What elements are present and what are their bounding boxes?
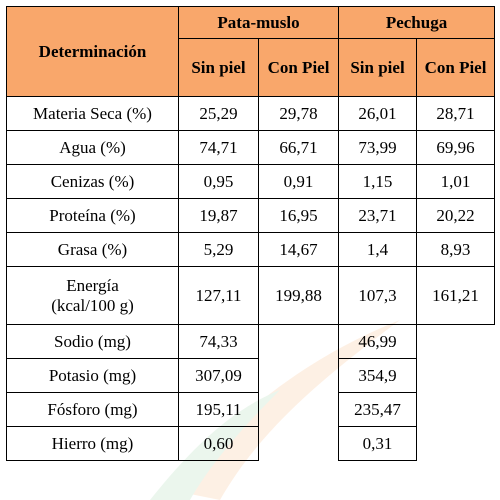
- row-label: Grasa (%): [6, 232, 179, 267]
- table-cell: 195,11: [178, 392, 259, 427]
- subheader-sin-piel-1: Sin piel: [178, 38, 259, 97]
- table-cell: 66,71: [257, 130, 340, 165]
- table-cell: 1,15: [338, 164, 418, 199]
- table-row: Sodio (mg) 74,33 46,99: [6, 324, 495, 359]
- table-row: Cenizas (%) 0,95 0,91 1,15 1,01: [6, 164, 496, 199]
- row-label: Sodio (mg): [6, 324, 179, 359]
- row-label: Cenizas (%): [6, 164, 179, 199]
- table-row: Materia Seca (%) 25,29 29,78 26,01 28,71: [6, 96, 496, 131]
- table-row: Potasio (mg) 307,09 354,9: [6, 358, 495, 393]
- table-cell: 0,31: [338, 426, 418, 461]
- table-cell: 29,78: [257, 96, 340, 131]
- row-label: Agua (%): [6, 130, 179, 165]
- table-cell: 354,9: [338, 358, 418, 393]
- nutrition-table: Determinación Pata-muslo Pechuga Sin pie…: [6, 6, 496, 461]
- empty-cell: [417, 325, 495, 359]
- row-label: Proteína (%): [6, 198, 179, 233]
- table-cell: 235,47: [338, 392, 418, 427]
- header-determinacion: Determinación: [6, 6, 179, 97]
- table-cell: 0,95: [178, 164, 259, 199]
- empty-cell: [259, 359, 339, 393]
- row-label: Hierro (mg): [6, 426, 179, 461]
- subheader-sin-piel-2: Sin piel: [338, 38, 418, 97]
- empty-cell: [417, 427, 495, 461]
- empty-cell: [259, 427, 339, 461]
- table-cell: 23,71: [338, 198, 418, 233]
- table-cell: 161,21: [416, 266, 496, 325]
- table-row: Agua (%) 74,71 66,71 73,99 69,96: [6, 130, 496, 165]
- subheader-con-piel-2: Con Piel: [416, 38, 496, 97]
- table-row: Hierro (mg) 0,60 0,31: [6, 426, 495, 461]
- table-cell: 25,29: [178, 96, 259, 131]
- table-cell: 199,88: [257, 266, 340, 325]
- row-label-line1: Energía: [66, 275, 119, 295]
- subheader-con-piel-1: Con Piel: [257, 38, 340, 97]
- row-label: Materia Seca (%): [6, 96, 179, 131]
- empty-cell: [259, 325, 339, 359]
- row-label-energia: Energía (kcal/100 g): [6, 266, 179, 325]
- table-cell: 127,11: [178, 266, 259, 325]
- table-cell: 46,99: [338, 324, 418, 359]
- table-cell: 0,60: [178, 426, 259, 461]
- table-row: Proteína (%) 19,87 16,95 23,71 20,22: [6, 198, 496, 233]
- table-cell: 1,01: [416, 164, 496, 199]
- row-label-line2: (kcal/100 g): [51, 295, 134, 315]
- empty-cell: [417, 393, 495, 427]
- row-label: Fósforo (mg): [6, 392, 179, 427]
- table-cell: 307,09: [178, 358, 259, 393]
- table-cell: 20,22: [416, 198, 496, 233]
- table-cell: 16,95: [257, 198, 340, 233]
- table-cell: 1,4: [338, 232, 418, 267]
- table-cell: 5,29: [178, 232, 259, 267]
- table-row: Fósforo (mg) 195,11 235,47: [6, 392, 495, 427]
- table-cell: 74,71: [178, 130, 259, 165]
- table-cell: 28,71: [416, 96, 496, 131]
- table-cell: 69,96: [416, 130, 496, 165]
- header-pata-muslo: Pata-muslo: [177, 6, 340, 39]
- table-cell: 26,01: [338, 96, 418, 131]
- table-cell: 14,67: [257, 232, 340, 267]
- header-pechuga: Pechuga: [338, 6, 496, 39]
- table-row: Energía (kcal/100 g) 127,11 199,88 107,3…: [6, 266, 496, 325]
- empty-cell: [259, 393, 339, 427]
- row-label: Potasio (mg): [6, 358, 179, 393]
- table-cell: 8,93: [416, 232, 496, 267]
- table-cell: 107,3: [338, 266, 418, 325]
- table-cell: 73,99: [338, 130, 418, 165]
- table-row: Grasa (%) 5,29 14,67 1,4 8,93: [6, 232, 496, 267]
- table-cell: 74,33: [178, 324, 259, 359]
- table-cell: 19,87: [178, 198, 259, 233]
- table-cell: 0,91: [257, 164, 340, 199]
- empty-cell: [417, 359, 495, 393]
